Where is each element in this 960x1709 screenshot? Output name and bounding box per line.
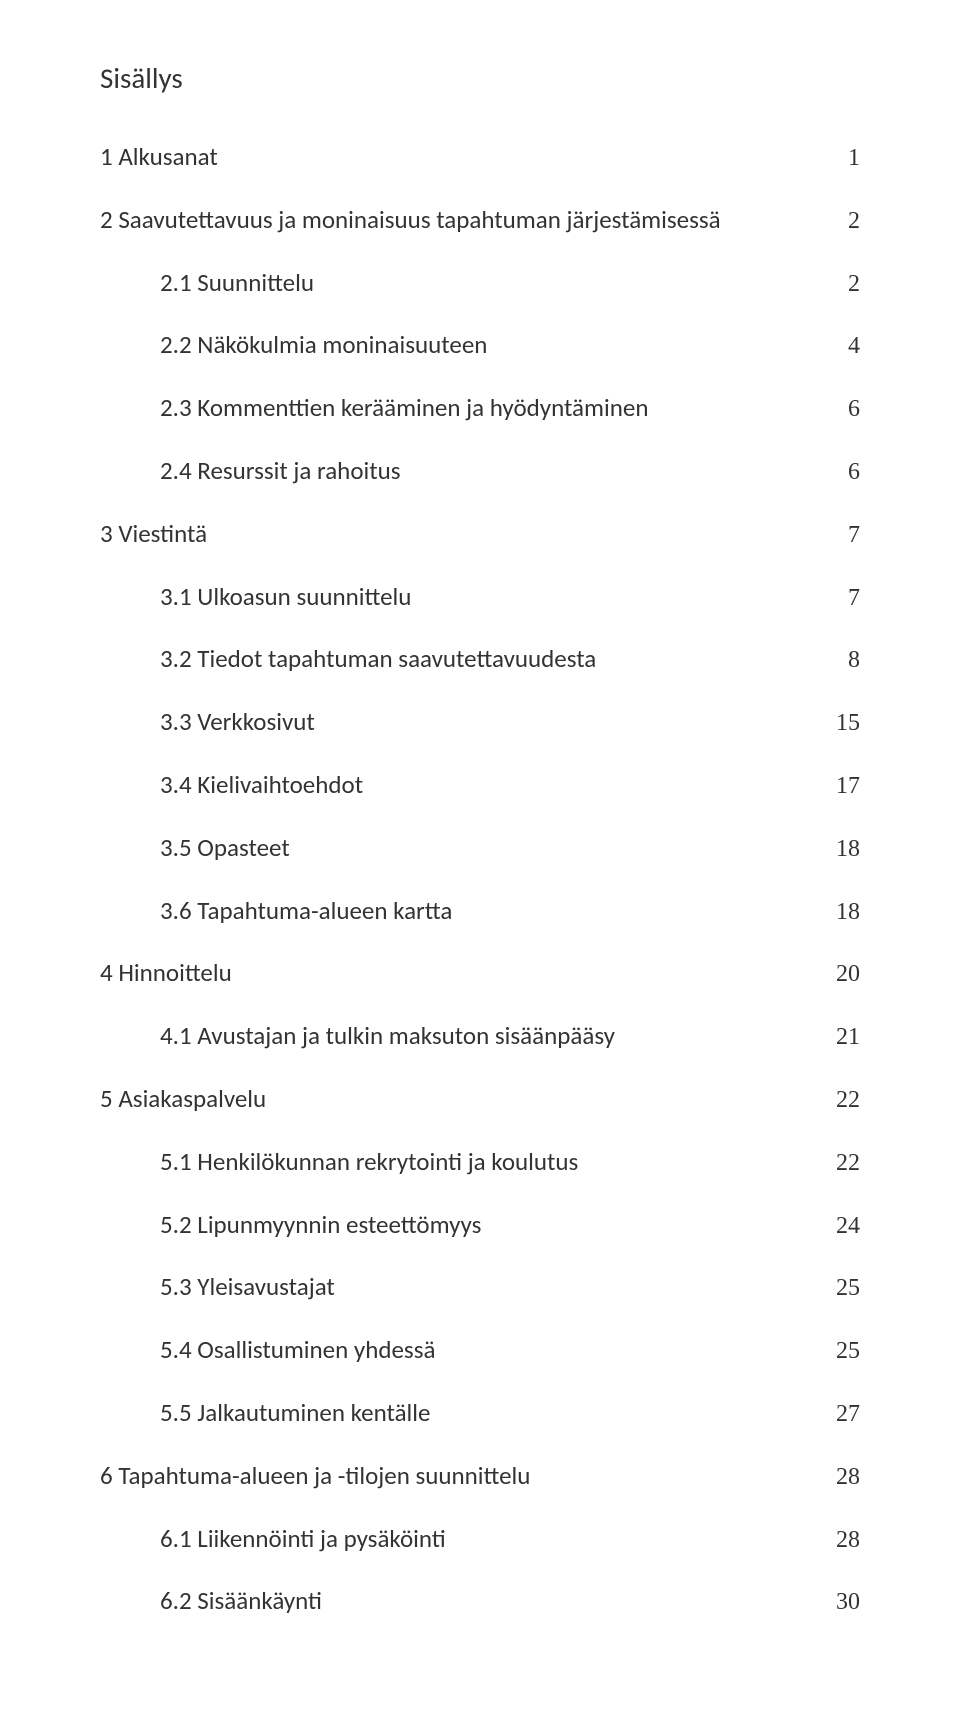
- toc-row: 2.1 Suunnittelu 2: [100, 268, 860, 299]
- toc-entry-page: 28: [824, 1526, 860, 1555]
- toc-entry-page: 15: [824, 709, 860, 738]
- toc-entry-page: 30: [824, 1588, 860, 1617]
- toc-entry-page: 6: [824, 395, 860, 424]
- toc-row: 1 Alkusanat 1: [100, 142, 860, 173]
- toc-entry-label: 5.1 Henkilökunnan rekrytointi ja koulutu…: [160, 1147, 800, 1177]
- toc-entry-page: 25: [824, 1274, 860, 1303]
- toc-entry-page: 1: [824, 144, 860, 173]
- toc-entry-label: 5.3 Yleisavustajat: [160, 1272, 800, 1302]
- toc-entry-label: 4.1 Avustajan ja tulkin maksuton sisäänp…: [160, 1021, 800, 1051]
- toc-entry-page: 28: [824, 1463, 860, 1492]
- toc-row: 6.1 Liikennöinti ja pysäköinti 28: [100, 1524, 860, 1555]
- toc-entry-label: 2.3 Kommenttien kerääminen ja hyödyntämi…: [160, 393, 800, 423]
- toc-row: 2 Saavutettavuus ja moninaisuus tapahtum…: [100, 205, 860, 236]
- toc-entry-page: 21: [824, 1023, 860, 1052]
- toc-entry-label: 5.2 Lipunmyynnin esteettömyys: [160, 1210, 800, 1240]
- toc-entry-page: 22: [824, 1149, 860, 1178]
- toc-row: 3.6 Tapahtuma-alueen kartta 18: [100, 896, 860, 927]
- toc-list: 1 Alkusanat 1 2 Saavutettavuus ja moninais…: [100, 142, 860, 1617]
- toc-entry-label: 3.4 Kielivaihtoehdot: [160, 770, 800, 800]
- toc-row: 4 Hinnoittelu 20: [100, 958, 860, 989]
- toc-row: 5.3 Yleisavustajat 25: [100, 1272, 860, 1303]
- toc-entry-page: 18: [824, 898, 860, 927]
- toc-row: 2.3 Kommenttien kerääminen ja hyödyntämi…: [100, 393, 860, 424]
- toc-entry-label: 6 Tapahtuma-alueen ja -tilojen suunnitte…: [100, 1461, 800, 1491]
- toc-entry-label: 2 Saavutettavuus ja moninaisuus tapahtum…: [100, 205, 800, 235]
- toc-entry-label: 3.6 Tapahtuma-alueen kartta: [160, 896, 800, 926]
- toc-entry-label: 1 Alkusanat: [100, 142, 800, 172]
- toc-entry-page: 18: [824, 835, 860, 864]
- toc-entry-page: 4: [824, 332, 860, 361]
- toc-title: Sisällys: [100, 60, 860, 96]
- toc-row: 3 Viestintä 7: [100, 519, 860, 550]
- toc-row: 5.2 Lipunmyynnin esteettömyys 24: [100, 1210, 860, 1241]
- toc-row: 3.4 Kielivaihtoehdot 17: [100, 770, 860, 801]
- toc-entry-page: 27: [824, 1400, 860, 1429]
- toc-entry-label: 3.2 Tiedot tapahtuman saavutettavuudesta: [160, 644, 800, 674]
- toc-entry-label: 5.5 Jalkautuminen kentälle: [160, 1398, 800, 1428]
- toc-entry-label: 3.5 Opasteet: [160, 833, 800, 863]
- toc-row: 5.1 Henkilökunnan rekrytointi ja koulutu…: [100, 1147, 860, 1178]
- toc-entry-label: 4 Hinnoittelu: [100, 958, 800, 988]
- toc-row: 2.2 Näkökulmia moninaisuuteen 4: [100, 330, 860, 361]
- toc-entry-label: 6.1 Liikennöinti ja pysäköinti: [160, 1524, 800, 1554]
- toc-entry-page: 2: [824, 270, 860, 299]
- toc-row: 5 Asiakaspalvelu 22: [100, 1084, 860, 1115]
- toc-entry-page: 20: [824, 960, 860, 989]
- toc-entry-label: 3.3 Verkkosivut: [160, 707, 800, 737]
- toc-row: 2.4 Resurssit ja rahoitus 6: [100, 456, 860, 487]
- toc-entry-page: 17: [824, 772, 860, 801]
- toc-row: 6.2 Sisäänkäynti 30: [100, 1586, 860, 1617]
- toc-entry-label: 3 Viestintä: [100, 519, 800, 549]
- toc-entry-label: 5 Asiakaspalvelu: [100, 1084, 800, 1114]
- page-container: Sisällys 1 Alkusanat 1 2 Saavutettavuus ja…: [0, 0, 960, 1709]
- toc-row: 4.1 Avustajan ja tulkin maksuton sisäänp…: [100, 1021, 860, 1052]
- toc-entry-page: 7: [824, 521, 860, 550]
- toc-row: 6 Tapahtuma-alueen ja -tilojen suunnitte…: [100, 1461, 860, 1492]
- toc-entry-page: 2: [824, 207, 860, 236]
- toc-entry-page: 7: [824, 584, 860, 613]
- toc-entry-page: 6: [824, 458, 860, 487]
- toc-row: 5.5 Jalkautuminen kentälle 27: [100, 1398, 860, 1429]
- toc-entry-label: 2.1 Suunnittelu: [160, 268, 800, 298]
- toc-row: 5.4 Osallistuminen yhdessä 25: [100, 1335, 860, 1366]
- toc-row: 3.3 Verkkosivut 15: [100, 707, 860, 738]
- toc-entry-label: 6.2 Sisäänkäynti: [160, 1586, 800, 1616]
- toc-entry-label: 2.4 Resurssit ja rahoitus: [160, 456, 800, 486]
- toc-row: 3.5 Opasteet 18: [100, 833, 860, 864]
- toc-row: 3.2 Tiedot tapahtuman saavutettavuudesta…: [100, 644, 860, 675]
- toc-entry-page: 8: [824, 646, 860, 675]
- toc-entry-label: 3.1 Ulkoasun suunnittelu: [160, 582, 800, 612]
- toc-row: 3.1 Ulkoasun suunnittelu 7: [100, 582, 860, 613]
- toc-entry-page: 22: [824, 1086, 860, 1115]
- toc-entry-label: 5.4 Osallistuminen yhdessä: [160, 1335, 800, 1365]
- toc-entry-page: 24: [824, 1212, 860, 1241]
- toc-entry-page: 25: [824, 1337, 860, 1366]
- toc-entry-label: 2.2 Näkökulmia moninaisuuteen: [160, 330, 800, 360]
